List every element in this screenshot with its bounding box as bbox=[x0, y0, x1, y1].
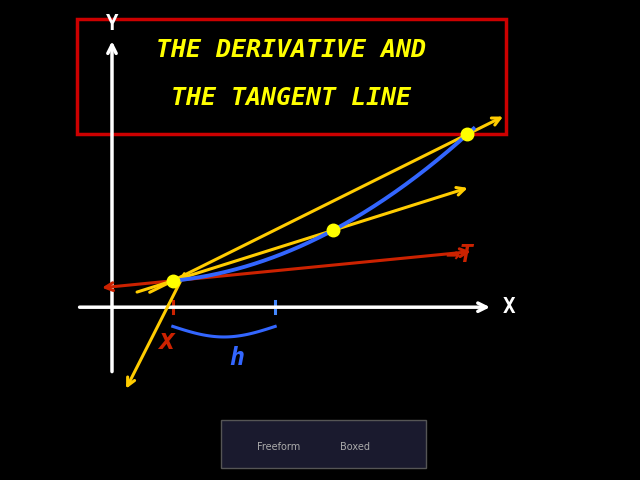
Text: THE TANGENT LINE: THE TANGENT LINE bbox=[172, 86, 412, 110]
Text: Boxed: Boxed bbox=[340, 443, 370, 452]
Text: x: x bbox=[158, 327, 175, 355]
Text: →T: →T bbox=[445, 243, 474, 267]
Text: Y: Y bbox=[106, 14, 118, 34]
Text: X: X bbox=[502, 297, 515, 317]
Text: h: h bbox=[229, 346, 244, 370]
Bar bbox=[77, 19, 506, 134]
Text: Freeform: Freeform bbox=[257, 443, 300, 452]
Bar bbox=[221, 420, 426, 468]
Text: THE DERIVATIVE AND: THE DERIVATIVE AND bbox=[156, 38, 426, 62]
